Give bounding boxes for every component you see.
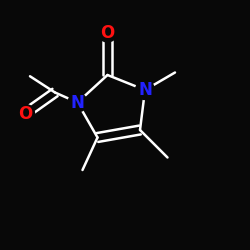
Circle shape <box>98 23 117 42</box>
Text: O: O <box>18 105 32 123</box>
Circle shape <box>136 80 154 100</box>
Circle shape <box>16 104 34 123</box>
Circle shape <box>68 93 87 112</box>
Text: N: N <box>138 81 152 99</box>
Text: O: O <box>100 24 114 42</box>
Text: N: N <box>70 94 85 112</box>
